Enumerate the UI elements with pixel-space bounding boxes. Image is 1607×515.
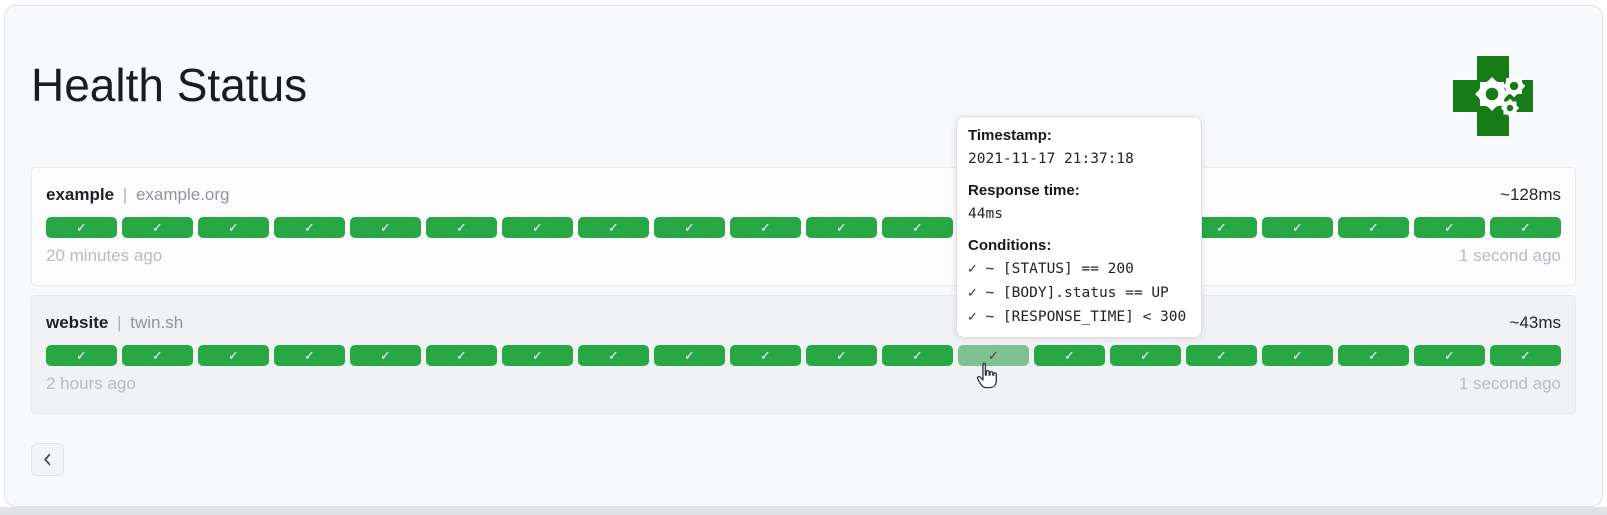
- history-newest-label: 1 second ago: [1458, 246, 1561, 265]
- status-badge[interactable]: ✓: [654, 217, 725, 238]
- status-badge[interactable]: ✓: [1490, 345, 1561, 366]
- condition-line: ✓ ~ [BODY].status == UP: [968, 285, 1169, 301]
- status-badge[interactable]: ✓: [350, 217, 421, 238]
- service-name: example: [46, 185, 115, 204]
- tooltip-conditions-label: Conditions:: [968, 237, 1052, 254]
- gatus-logo-medical-cross-gears-icon: [1448, 51, 1538, 141]
- status-badge[interactable]: ✓: [1338, 345, 1409, 366]
- status-badge[interactable]: ✓: [1186, 217, 1257, 238]
- service-domain: twin.sh: [130, 313, 184, 332]
- condition-line: ✓ ~ [STATUS] == 200: [968, 261, 1134, 277]
- status-badge[interactable]: ✓: [654, 345, 725, 366]
- average-response-time: ~128ms: [1500, 185, 1561, 204]
- service-separator: |: [117, 313, 122, 332]
- status-badge[interactable]: ✓: [426, 217, 497, 238]
- history-oldest-label: 2 hours ago: [46, 374, 136, 393]
- status-badge[interactable]: ✓: [958, 345, 1029, 366]
- service-card-footer: 20 minutes ago 1 second ago: [46, 245, 1561, 267]
- status-badge[interactable]: ✓: [274, 217, 345, 238]
- status-badge[interactable]: ✓: [1034, 345, 1105, 366]
- status-badge[interactable]: ✓: [806, 217, 877, 238]
- average-response-time: ~43ms: [1509, 313, 1562, 332]
- status-badge[interactable]: ✓: [1414, 345, 1485, 366]
- service-card-header: website | twin.sh ~43ms: [46, 310, 1561, 336]
- status-badge[interactable]: ✓: [730, 345, 801, 366]
- status-badge[interactable]: ✓: [122, 345, 193, 366]
- service-card-website: website | twin.sh ~43ms ✓ ✓ ✓ ✓ ✓ ✓ ✓ ✓ ✓ ✓ ✓ ✓ ✓ ✓ ✓ ✓…: [31, 295, 1576, 414]
- page-container: Health Status: [4, 5, 1603, 507]
- history-newest-label: 1 second ago: [1458, 374, 1561, 393]
- previous-page-button[interactable]: [31, 443, 64, 476]
- tooltip-response-time-value: 44ms: [968, 206, 1003, 222]
- status-badge[interactable]: ✓: [730, 217, 801, 238]
- tooltip-conditions-section: Conditions: ✓ ~ [STATUS] == 200 ✓ ~ [BODY…: [968, 235, 1193, 329]
- status-badge-row: ✓✓✓✓✓✓✓✓✓✓✓✓✓✓✓✓✓✓✓✓: [46, 345, 1561, 366]
- tooltip-timestamp-label: Timestamp:: [968, 127, 1052, 144]
- service-domain: example.org: [135, 185, 230, 204]
- status-badge[interactable]: ✓: [1338, 217, 1409, 238]
- status-badge[interactable]: ✓: [882, 217, 953, 238]
- status-badge[interactable]: ✓: [502, 345, 573, 366]
- service-card-header: example | example.org ~128ms: [46, 182, 1561, 208]
- status-badge[interactable]: ✓: [806, 345, 877, 366]
- service-name: website: [46, 313, 109, 332]
- status-badge[interactable]: ✓: [1414, 217, 1485, 238]
- status-badge[interactable]: ✓: [1262, 345, 1333, 366]
- status-badge[interactable]: ✓: [502, 217, 573, 238]
- status-badge[interactable]: ✓: [46, 217, 117, 238]
- status-tooltip: Timestamp: 2021-11-17 21:37:18 Response …: [956, 116, 1202, 338]
- service-title: website | twin.sh: [46, 310, 183, 336]
- status-badge[interactable]: ✓: [578, 345, 649, 366]
- status-badge[interactable]: ✓: [274, 345, 345, 366]
- tooltip-response-time-section: Response time: 44ms: [968, 180, 1193, 226]
- status-badge[interactable]: ✓: [1186, 345, 1257, 366]
- status-badge[interactable]: ✓: [198, 345, 269, 366]
- tooltip-conditions-list: ✓ ~ [STATUS] == 200 ✓ ~ [BODY].status == …: [968, 257, 1193, 329]
- history-oldest-label: 20 minutes ago: [46, 246, 163, 265]
- status-badge[interactable]: ✓: [350, 345, 421, 366]
- status-badge[interactable]: ✓: [426, 345, 497, 366]
- tooltip-response-time-label: Response time:: [968, 182, 1080, 199]
- status-badge[interactable]: ✓: [578, 217, 649, 238]
- service-separator: |: [122, 185, 128, 204]
- status-badge[interactable]: ✓: [1490, 217, 1561, 238]
- service-card-example: example | example.org ~128ms ✓ ✓ ✓ ✓ ✓ ✓ ✓ ✓ ✓ ✓ ✓…: [31, 167, 1576, 286]
- status-badge[interactable]: ✓: [46, 345, 117, 366]
- service-card-footer: 2 hours ago 1 second ago: [46, 373, 1561, 395]
- status-badge-row: ✓✓✓✓✓✓✓✓✓✓✓✓✓✓✓✓✓✓✓✓: [46, 217, 1561, 238]
- status-badge[interactable]: ✓: [198, 217, 269, 238]
- chevron-left-icon: [40, 452, 55, 467]
- page-title: Health Status: [31, 59, 308, 111]
- tooltip-timestamp-value: 2021-11-17 21:37:18: [968, 151, 1134, 167]
- tooltip-timestamp-section: Timestamp: 2021-11-17 21:37:18: [968, 125, 1193, 171]
- condition-line: ✓ ~ [RESPONSE_TIME] < 300: [968, 309, 1187, 325]
- status-badge[interactable]: ✓: [122, 217, 193, 238]
- status-badge[interactable]: ✓: [882, 345, 953, 366]
- status-badge[interactable]: ✓: [1110, 345, 1181, 366]
- service-title: example | example.org: [46, 182, 230, 208]
- window-bottom-edge: [0, 507, 1607, 515]
- status-badge[interactable]: ✓: [1262, 217, 1333, 238]
